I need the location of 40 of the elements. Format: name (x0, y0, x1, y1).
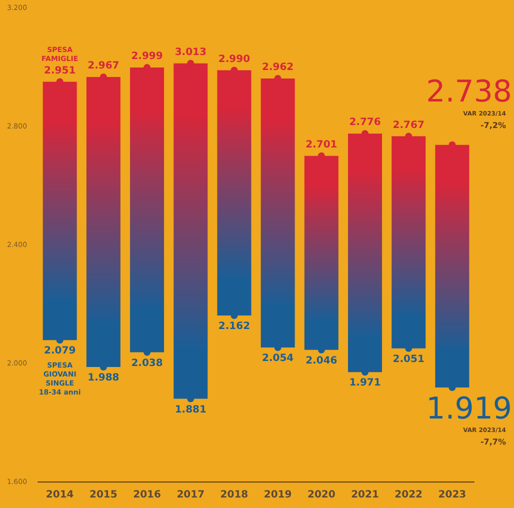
data-label: 2.951 (44, 65, 76, 76)
x-tick-label: 2023 (438, 490, 466, 501)
x-tick-label: 2021 (351, 490, 379, 501)
data-label: 2.046 (306, 355, 338, 366)
data-label: 2.999 (131, 51, 163, 62)
x-tick-label: 2020 (307, 490, 336, 501)
data-label: 2.162 (218, 321, 250, 332)
x-tick-label: 2015 (90, 490, 118, 501)
annotation: 2.738 (426, 74, 512, 110)
bar (130, 68, 164, 352)
data-label: 1.988 (88, 372, 120, 384)
data-label: 2.701 (306, 139, 338, 150)
x-tick-label: 2014 (46, 490, 74, 501)
data-label: 2.767 (392, 120, 424, 131)
bar (260, 78, 295, 348)
data-label: 2.054 (262, 353, 294, 364)
data-label: 2.051 (392, 354, 424, 365)
bar (392, 136, 426, 348)
data-label: 2.962 (262, 62, 294, 74)
data-label: 2.967 (88, 60, 120, 72)
x-tick-label: 2017 (176, 490, 205, 501)
data-label: 2.079 (44, 346, 76, 357)
bar (86, 77, 120, 368)
bar (435, 144, 470, 388)
bar (174, 63, 208, 399)
x-tick-label: 2018 (220, 490, 248, 501)
data-label: 2.776 (349, 117, 381, 128)
data-label: 3.013 (174, 46, 206, 58)
x-tick-label: 2016 (133, 490, 161, 501)
annotation: 1.919 (426, 391, 512, 426)
bar (42, 82, 77, 340)
x-tick-label: 2022 (394, 490, 423, 501)
data-label: 1.971 (349, 378, 381, 389)
bar (348, 134, 382, 372)
bar (304, 156, 338, 350)
data-label: 2.038 (131, 358, 163, 369)
x-tick-label: 2019 (264, 490, 292, 501)
data-label: 1.881 (174, 404, 206, 416)
bar (217, 70, 252, 316)
data-label: 2.990 (218, 54, 250, 65)
